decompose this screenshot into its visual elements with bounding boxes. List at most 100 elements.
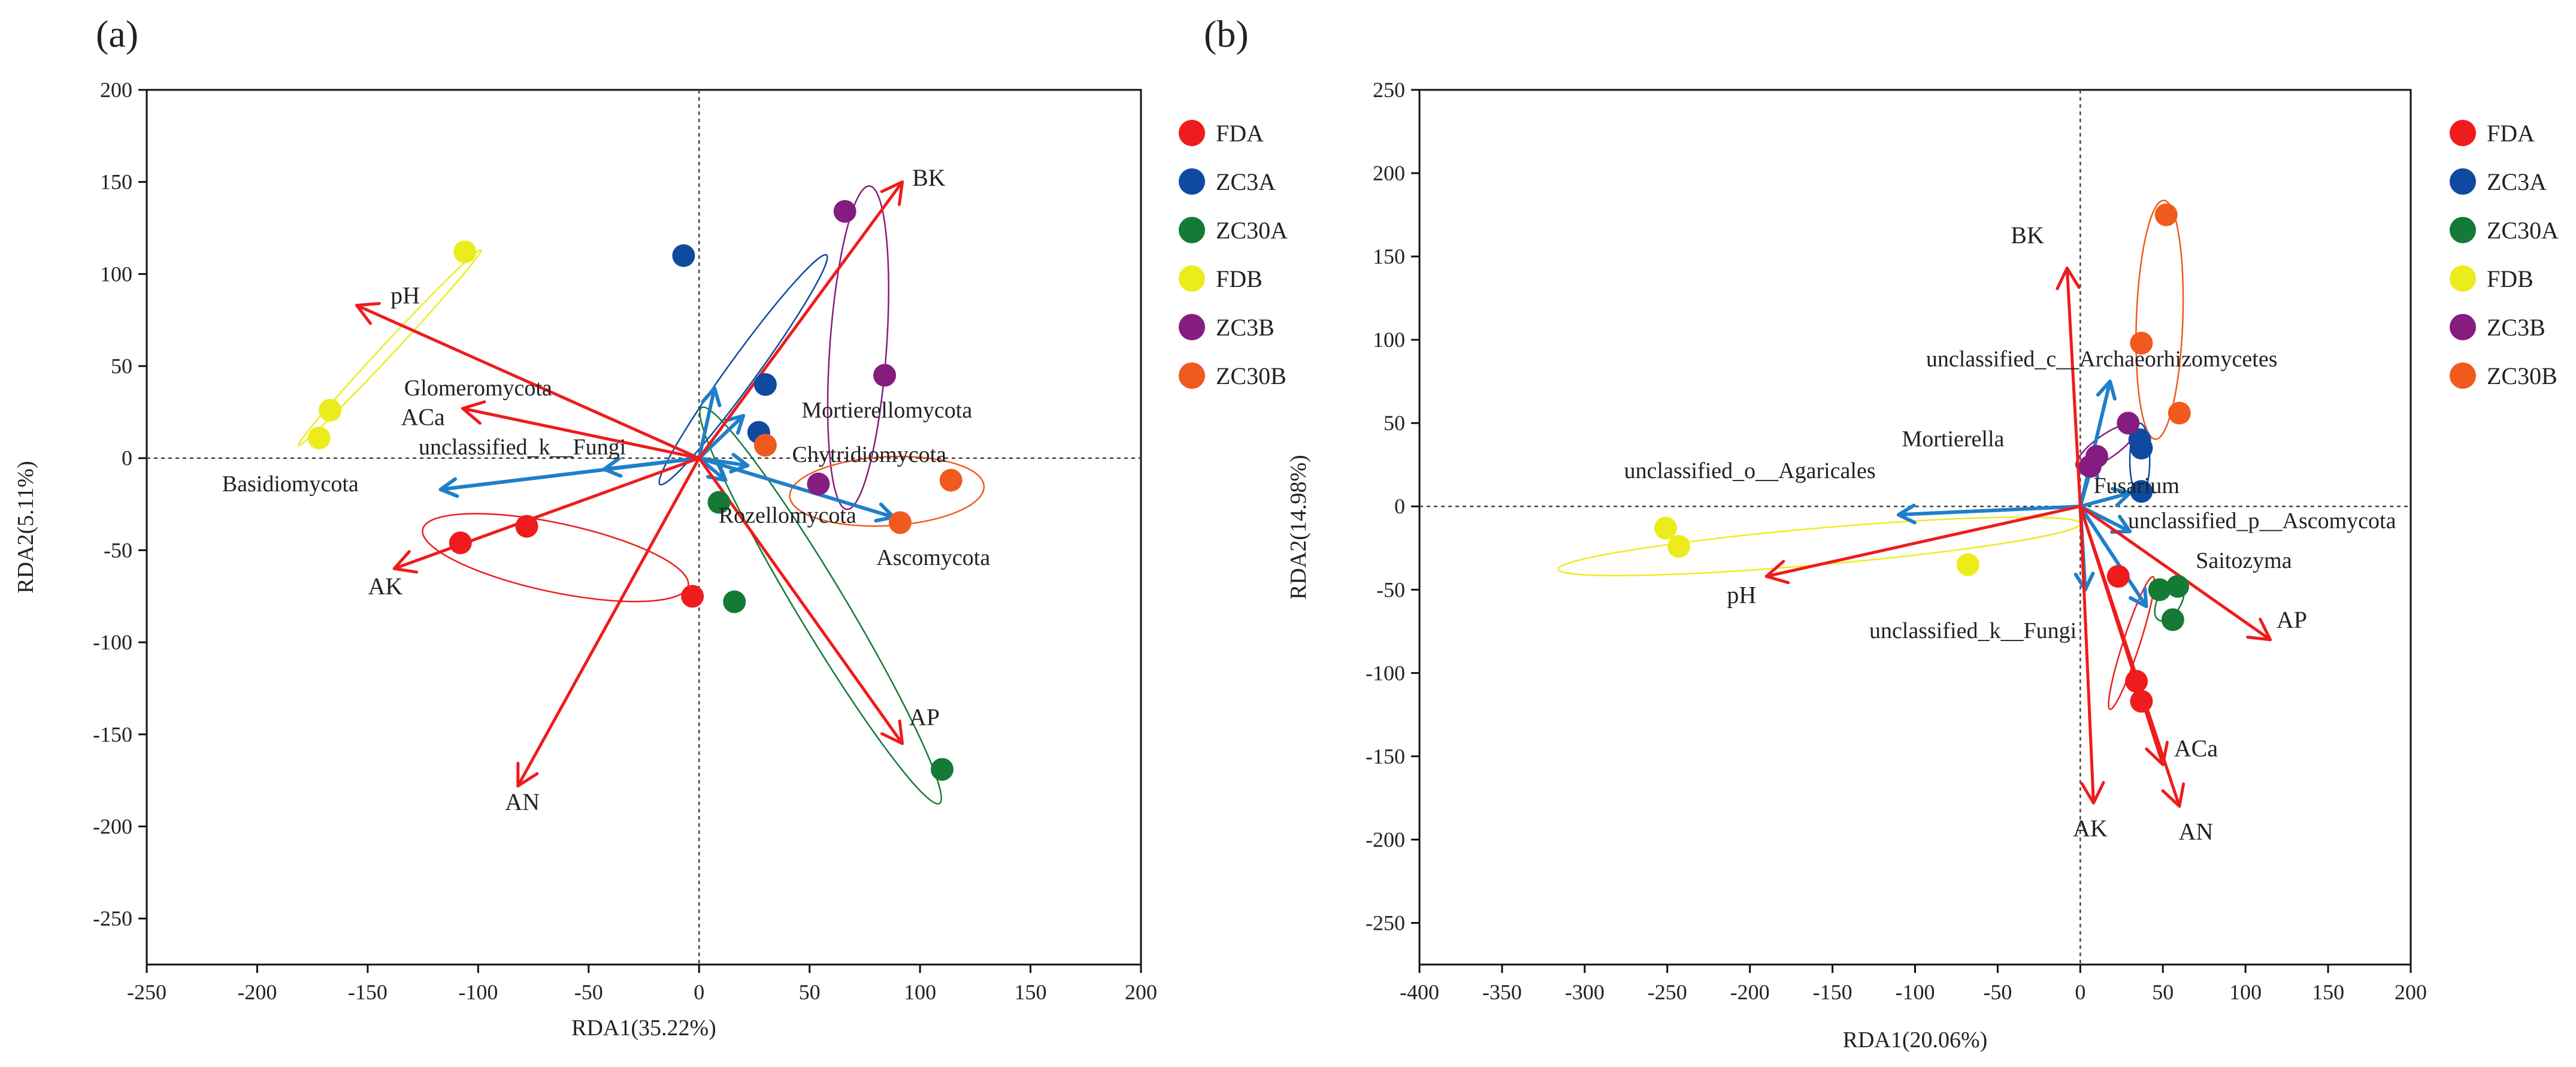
panel-b-species-label-unclassified-k-fungi: unclassified_k__Fungi bbox=[1869, 618, 2076, 643]
panel-a-y-tick-label: -250 bbox=[93, 906, 132, 930]
panel-a-ellipse-fdb bbox=[298, 249, 482, 446]
panel-a-point-zc3a bbox=[672, 244, 695, 267]
panel-a-legend-item-fda: FDA bbox=[1179, 120, 1264, 147]
panel-b-y-tick-label: 100 bbox=[1373, 328, 1405, 352]
panel-b-env-arrow-bk-shaft bbox=[2065, 267, 2082, 508]
panel-b-legend-swatch-zc3a bbox=[2450, 168, 2476, 195]
panel-a-point-zc30b bbox=[753, 434, 777, 457]
panel-a-y-tick-label: -200 bbox=[93, 814, 132, 838]
panel-b-species-label-mortierella: Mortierella bbox=[1902, 427, 2004, 452]
panel-a-y-tick-label: -50 bbox=[104, 538, 132, 562]
panel-a-ellipse-zc30b bbox=[789, 455, 985, 527]
panel-b-x-tick-label: -400 bbox=[1400, 980, 1439, 1004]
panel-b-point-fda bbox=[2130, 690, 2153, 713]
panel-a-env-label-bk: BK bbox=[912, 164, 946, 191]
panel-b-species-arrow-unclassified-o-agaricales bbox=[1896, 503, 2082, 525]
panel-a-legend-swatch-zc3b bbox=[1179, 314, 1205, 340]
panel-a-point-zc3b bbox=[807, 472, 830, 495]
panel-a-species-label-ascomycota: Ascomycota bbox=[876, 545, 990, 570]
panel-a-y-tick-label: 100 bbox=[100, 262, 132, 286]
panel-b-env-arrow-ph bbox=[1764, 504, 2082, 585]
panel-b-y-tick-label: 250 bbox=[1373, 78, 1405, 102]
panel-b-legend-swatch-zc30a bbox=[2450, 217, 2476, 243]
panel-a-point-fda bbox=[515, 515, 538, 538]
panel-a-point-zc3a bbox=[753, 373, 777, 396]
panel-b-point-fda bbox=[2125, 670, 2148, 693]
panel-a-env-label-ph: pH bbox=[391, 282, 420, 309]
panel-a-x-tick-label: -250 bbox=[127, 980, 167, 1004]
panel-a-species-arrow-glomeromycota-shaft bbox=[697, 414, 745, 460]
panel-a-point-zc3b bbox=[873, 364, 897, 387]
panel-a-y-axis-title: RDA2(5.11%) bbox=[13, 461, 38, 593]
panel-a-point-fda bbox=[681, 585, 704, 608]
panel-a-env-arrow-ap-shaft bbox=[697, 457, 904, 745]
panel-a-point-fdb bbox=[319, 398, 342, 422]
panel-a-x-tick-label: 100 bbox=[904, 980, 936, 1004]
panel-b-species-arrow-saitozyma bbox=[2078, 504, 2148, 609]
panel-b-species-arrow-saitozyma-shaft bbox=[2078, 504, 2148, 609]
panel-a-env-arrow-ak bbox=[392, 457, 701, 574]
panel-a-env-label-aca: ACa bbox=[401, 403, 445, 430]
panel-b-point-zc30a bbox=[2166, 575, 2190, 598]
panel-a-env-arrow-ap-head bbox=[880, 719, 904, 745]
panel-a-env-arrow-ph bbox=[355, 302, 701, 460]
panel-b-point-zc3a bbox=[2130, 480, 2153, 503]
panel-b-legend-item-zc3b: ZC3B bbox=[2450, 314, 2545, 341]
panel-a-point-zc3b bbox=[833, 200, 856, 223]
panel-b-point-zc30a bbox=[2148, 578, 2171, 601]
panel-a-point-zc30b bbox=[888, 511, 912, 534]
panel-a-species-label-mortierellomycota: Mortierellomycota bbox=[801, 398, 972, 423]
panel-b-point-zc3b bbox=[2078, 455, 2102, 478]
panel-b-env-label-aca: ACa bbox=[2174, 734, 2218, 761]
panel-b-legend-item-fdb: FDB bbox=[2450, 265, 2533, 292]
panel-b-y-tick-label: 0 bbox=[1394, 494, 1405, 518]
panel-b-y-tick-label: 150 bbox=[1373, 244, 1405, 268]
panel-a-x-tick-label: 150 bbox=[1015, 980, 1047, 1004]
panel-b-species-label-fusarium: Fusarium bbox=[2093, 473, 2180, 498]
panel-b-env-arrow-ak-head bbox=[2080, 781, 2105, 805]
panel-a-species-arrow-basidiomycota-shaft bbox=[438, 456, 701, 491]
panel-a-species-label-glomeromycota: Glomeromycota bbox=[404, 376, 552, 401]
panel-a-y-tick-label: -100 bbox=[93, 630, 132, 654]
panel-a-species-arrow-mortierellomycota-head bbox=[701, 386, 722, 407]
panel-b-legend-label-zc30b: ZC30B bbox=[2487, 362, 2557, 389]
panel-a-ellipse-fda bbox=[422, 513, 689, 603]
panel-a-env-arrow-ak-head bbox=[392, 550, 419, 574]
panel-a-legend-label-zc30b: ZC30B bbox=[1216, 362, 1287, 389]
panel-a-species-arrow-mortierellomycota bbox=[697, 386, 722, 460]
panel-b-species-label-unclassified-o-agaricales: unclassified_o__Agaricales bbox=[1624, 458, 1876, 483]
panel-a-y-tick-label: 150 bbox=[100, 170, 132, 194]
panel-b-legend-item-zc30a: ZC30A bbox=[2450, 217, 2559, 244]
panel-a-y-tick-label: 200 bbox=[100, 78, 132, 102]
panel-a-env-arrow-an bbox=[516, 457, 701, 788]
panel-b-x-tick-label: -150 bbox=[1813, 980, 1852, 1004]
panel-a-env-arrow-aca-head bbox=[461, 400, 486, 425]
panel-b-y-tick-label: -200 bbox=[1366, 827, 1405, 851]
panel-a-env-arrow-an-shaft bbox=[516, 457, 701, 788]
panel-a-species-arrow-glomeromycota bbox=[697, 414, 745, 460]
panel-a-species-arrow-ascomycota-shaft bbox=[697, 456, 895, 519]
panel-b-species-arrow-saitozyma-head bbox=[2129, 587, 2148, 609]
panel-b-env-arrow-ap bbox=[2078, 504, 2272, 642]
panel-b-env-arrow-an bbox=[2078, 504, 2185, 808]
panel-b-point-fdb bbox=[1956, 553, 1979, 576]
panel-b-x-tick-label: -100 bbox=[1896, 980, 1935, 1004]
panel-a-env-arrow-bk-shaft bbox=[697, 180, 904, 460]
panel-b-env-arrow-aca-head bbox=[2145, 740, 2169, 766]
panel-b-x-tick-label: 150 bbox=[2312, 980, 2344, 1004]
panel-b-y-tick-label: -50 bbox=[1376, 578, 1405, 601]
panel-b-point-zc30a bbox=[2161, 608, 2184, 631]
panel-a-env-arrow-aca-shaft bbox=[461, 407, 701, 460]
panel-a-legend-label-fda: FDA bbox=[1216, 120, 1264, 147]
panel-b-legend-item-zc30b: ZC30B bbox=[2450, 362, 2557, 389]
panel-b-point-zc3b bbox=[2117, 412, 2140, 435]
panel-a-ellipse-zc3a bbox=[658, 253, 828, 486]
panel-a-legend-label-zc3a: ZC3A bbox=[1216, 168, 1276, 195]
panel-b-y-axis-title: RDA2(14.98%) bbox=[1286, 455, 1311, 600]
panel-a-y-tick-label: -150 bbox=[93, 723, 132, 746]
panel-b-point-zc30b bbox=[2154, 203, 2178, 226]
panel-a-point-fdb bbox=[307, 426, 331, 449]
panel-b-point-zc3a bbox=[2130, 436, 2153, 460]
panel-a-x-tick-label: -200 bbox=[237, 980, 277, 1004]
panel-b-env-label-an: AN bbox=[2179, 818, 2214, 845]
